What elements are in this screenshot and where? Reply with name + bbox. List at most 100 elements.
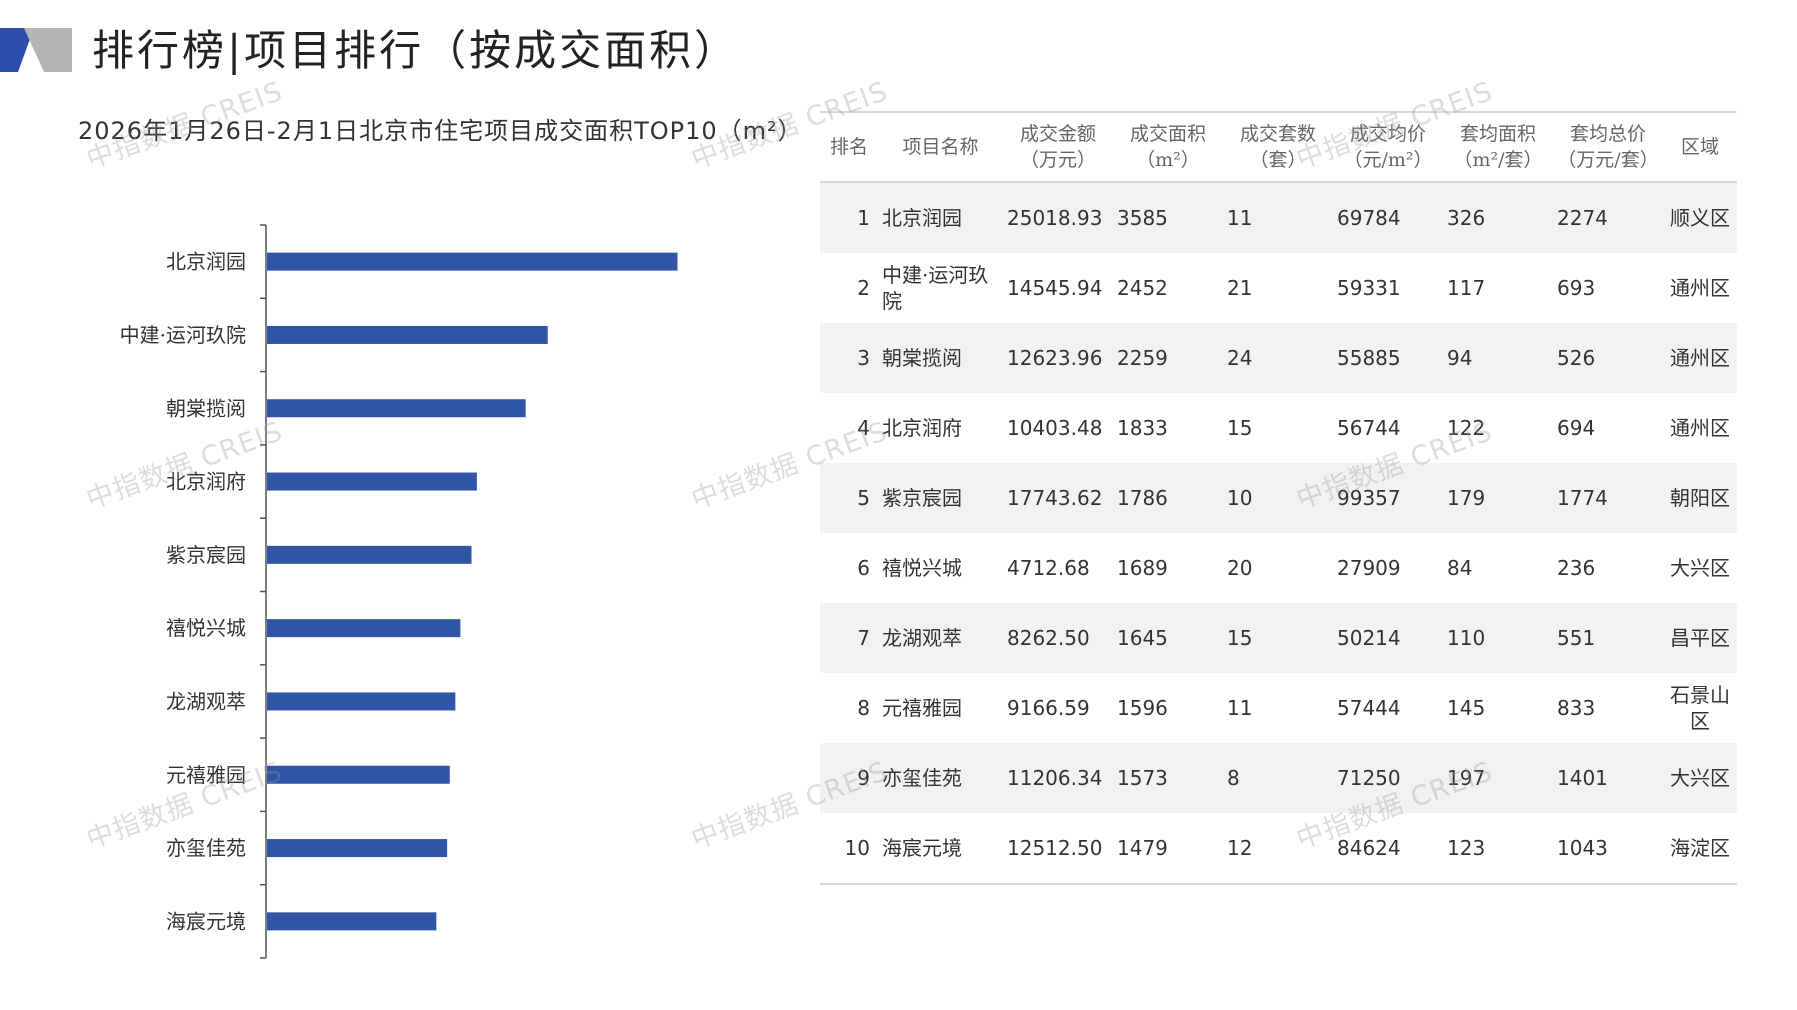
bar	[267, 692, 456, 711]
table-cell: 17743.62	[1003, 463, 1113, 533]
table-cell: 12623.96	[1003, 323, 1113, 393]
table-row: 7 龙湖观萃 8262.50 1645 15 50214 110 551 昌平区	[820, 603, 1737, 673]
table-cell: 59331	[1337, 276, 1401, 300]
column-header-line: 成交均价	[1349, 123, 1426, 145]
bar	[267, 912, 437, 931]
table-row: 6 禧悦兴城 4712.68 1689 20 27909 84 236 大兴区	[820, 533, 1737, 603]
table-cell: 236	[1557, 556, 1596, 580]
table-cell: 龙湖观萃	[878, 603, 1003, 673]
table-cell: 6	[857, 556, 870, 580]
table-body: 1 北京润园 25018.93 3585 11 69784 326 2274 顺义区 2 中建·运河…	[820, 182, 1737, 884]
table-header-row: 排名 项目名称 成交金额 （万元） 成交面积 （m²） 成交套数 （套） 成交均价 （元/m²） 套…	[820, 112, 1737, 182]
table-row: 1 北京润园 25018.93 3585 11 69784 326 2274 顺义区	[820, 182, 1737, 253]
table-row: 10 海宸元境 12512.50 1479 12 84624 123 1043 海淀区	[820, 813, 1737, 884]
table-cell: 4	[857, 416, 870, 440]
table-cell: 1689	[1117, 556, 1168, 580]
table-cell: 56744	[1337, 416, 1401, 440]
column-header-line: 成交面积	[1129, 123, 1206, 145]
category-label: 北京润园	[166, 250, 246, 274]
table-cell: 北京润园	[878, 182, 1003, 253]
category-label: 龙湖观萃	[166, 689, 246, 713]
table-cell: 海淀区	[1670, 836, 1730, 860]
column-header-line: 套均总价	[1569, 123, 1646, 145]
table-cell: 326	[1443, 182, 1553, 253]
table-cell: 4712.68	[1007, 556, 1090, 580]
table-cell: 朝棠揽阅	[878, 323, 1003, 393]
table-cell: 1645	[1113, 603, 1223, 673]
table-cell: 99357	[1333, 463, 1443, 533]
column-header-line: 成交金额	[1019, 123, 1096, 145]
table-cell: 84	[1447, 556, 1473, 580]
table-cell: 55885	[1333, 323, 1443, 393]
column-header-unit: （万元/套）	[1557, 149, 1659, 171]
column-header-unit: （m²/套）	[1453, 149, 1543, 171]
table-row: 3 朝棠揽阅 12623.96 2259 24 55885 94 526 通州区	[820, 323, 1737, 393]
table-cell: 24	[1223, 323, 1333, 393]
table-cell: 3585	[1113, 182, 1223, 253]
column-header: 成交面积 （m²）	[1113, 112, 1223, 182]
table-cell: 8	[1223, 743, 1333, 813]
table-row: 8 元禧雅园 9166.59 1596 11 57444 145 833 石景山区	[820, 673, 1737, 743]
table-cell: 10403.48	[1007, 416, 1103, 440]
table-cell: 朝阳区	[1663, 463, 1737, 533]
table-row: 5 紫京宸园 17743.62 1786 10 99357 179 1774 朝阳区	[820, 463, 1737, 533]
table-cell: 1833	[1117, 416, 1168, 440]
column-header: 排名	[820, 112, 878, 182]
table-cell: 禧悦兴城	[882, 556, 962, 580]
category-label: 紫京宸园	[166, 543, 246, 567]
column-header: 项目名称	[878, 112, 1003, 182]
table-cell: 2259	[1113, 323, 1223, 393]
table-cell: 通州区	[1663, 323, 1737, 393]
table-cell: 123	[1447, 836, 1486, 860]
table-cell: 122	[1447, 416, 1486, 440]
table-cell: 8262.50	[1003, 603, 1113, 673]
ranking-table: 排名 项目名称 成交金额 （万元） 成交面积 （m²） 成交套数 （套） 成交均价 （元/m²） 套…	[820, 111, 1737, 885]
table-cell: 693	[1557, 276, 1596, 300]
table-cell: 15	[1223, 603, 1333, 673]
category-label: 亦玺佳苑	[166, 836, 246, 860]
table-cell: 中建·运河玖院	[882, 263, 989, 313]
table-cell: 15	[1227, 416, 1253, 440]
table-cell: 57444	[1337, 696, 1401, 720]
table-cell: 7	[820, 603, 878, 673]
bar	[267, 472, 477, 491]
table-cell: 27909	[1337, 556, 1401, 580]
table-cell: 71250	[1333, 743, 1443, 813]
table-cell: 110	[1443, 603, 1553, 673]
table-cell: 551	[1553, 603, 1663, 673]
column-header-line: 排名	[829, 136, 868, 158]
table-cell: 紫京宸园	[878, 463, 1003, 533]
column-header: 成交金额 （万元）	[1003, 112, 1113, 182]
column-header-line: 项目名称	[902, 136, 979, 158]
column-header: 成交均价 （元/m²）	[1333, 112, 1443, 182]
table-cell: 1596	[1117, 696, 1168, 720]
column-header-line: 成交套数	[1239, 123, 1316, 145]
table-cell: 14545.94	[1007, 276, 1103, 300]
table-cell: 通州区	[1670, 416, 1730, 440]
table-cell: 11	[1227, 696, 1253, 720]
bar	[267, 545, 472, 564]
table-cell: 84624	[1337, 836, 1401, 860]
table-cell: 大兴区	[1670, 556, 1730, 580]
table-cell: 179	[1443, 463, 1553, 533]
category-label: 北京润府	[166, 470, 246, 494]
table-cell: 2274	[1553, 182, 1663, 253]
table-cell: 50214	[1333, 603, 1443, 673]
table-cell: 1774	[1553, 463, 1663, 533]
table-cell: 526	[1553, 323, 1663, 393]
table-cell: 亦玺佳苑	[878, 743, 1003, 813]
table-row: 2 中建·运河玖院 14545.94 2452 21 59331 117 693 通州区	[820, 253, 1737, 323]
table-cell: 1786	[1113, 463, 1223, 533]
table-cell: 石景山区	[1670, 683, 1730, 733]
category-label: 元禧雅园	[166, 763, 246, 787]
table-cell: 12	[1227, 836, 1253, 860]
column-header: 套均面积 （m²/套）	[1443, 112, 1553, 182]
table-cell: 2452	[1117, 276, 1168, 300]
table-cell: 8	[857, 696, 870, 720]
column-header: 成交套数 （套）	[1223, 112, 1333, 182]
table-cell: 1401	[1553, 743, 1663, 813]
bar	[267, 619, 461, 638]
table-cell: 117	[1447, 276, 1486, 300]
bar	[267, 839, 448, 858]
table-cell: 69784	[1333, 182, 1443, 253]
